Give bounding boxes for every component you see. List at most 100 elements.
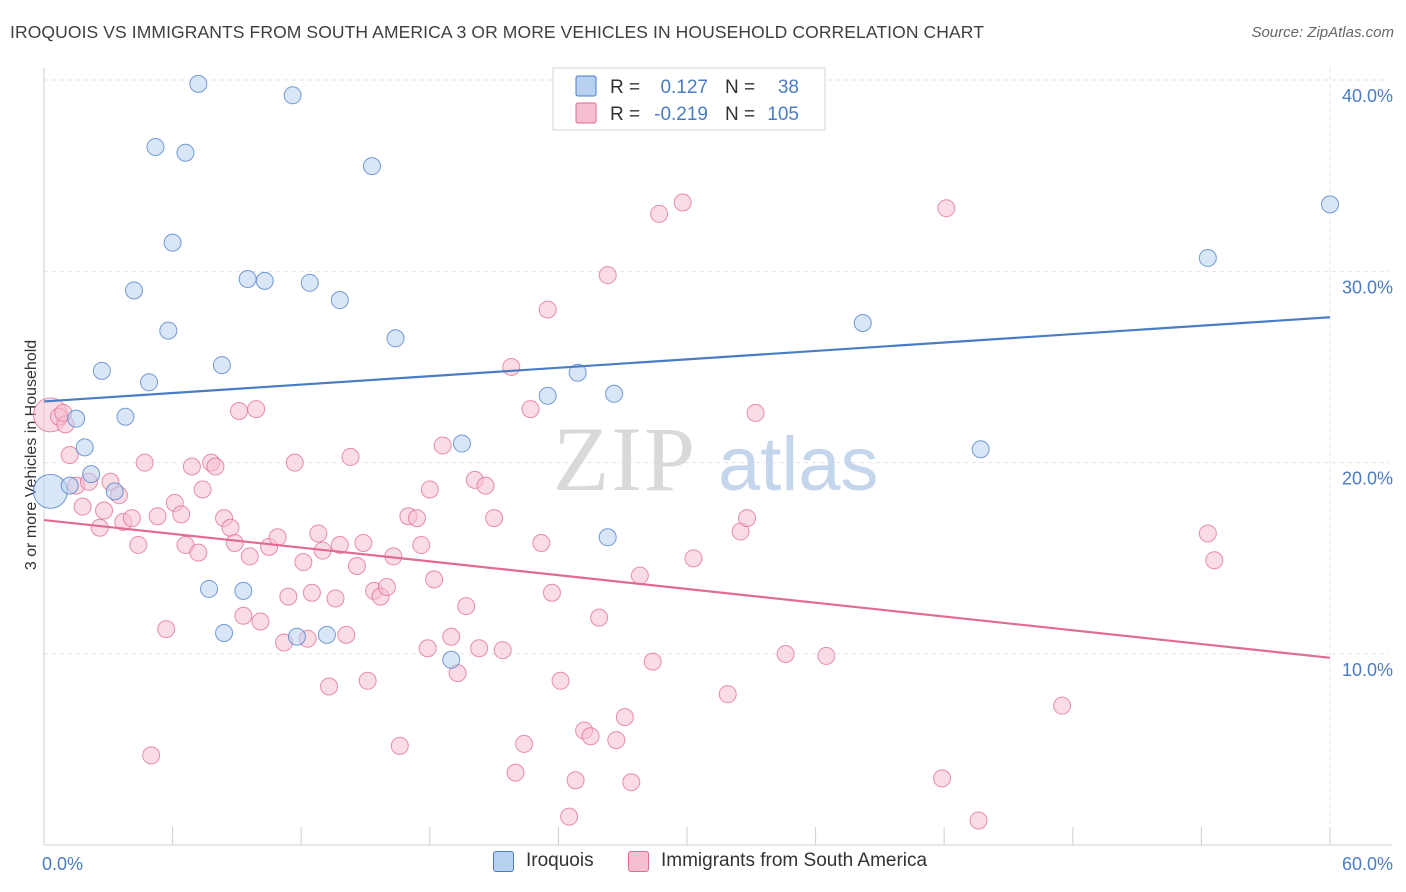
source-credit: Source: ZipAtlas.com [1251, 24, 1394, 41]
immigrants-point [390, 736, 409, 755]
y-tick-label: 10.0% [1342, 660, 1393, 680]
immigrants-point [937, 199, 956, 218]
immigrants-point [337, 625, 356, 644]
immigrants-point [206, 457, 225, 476]
legend-r-label-immigrants: R = [610, 104, 640, 125]
y-tick-label: 30.0% [1342, 277, 1393, 297]
y-tick-label: 20.0% [1342, 469, 1393, 489]
immigrants-point [476, 476, 495, 495]
legend-r-label-iroquois: R = [610, 77, 640, 98]
watermark: ZIP atlas [553, 408, 879, 510]
immigrants-point [330, 535, 349, 554]
immigrants-point [457, 597, 476, 616]
legend-swatch-iroquois-bottom [493, 850, 514, 872]
iroquois-point [125, 281, 144, 300]
immigrants-point [673, 193, 692, 212]
immigrants-point [193, 480, 212, 499]
immigrants-point [643, 652, 662, 671]
immigrants-trend-line [43, 518, 1331, 659]
trend-lines [43, 316, 1331, 659]
iroquois-point [32, 473, 68, 509]
immigrants-point [377, 578, 396, 597]
legend-r-value-iroquois: 0.127 [660, 77, 708, 98]
immigrants-point [521, 400, 540, 419]
immigrants-point [234, 606, 253, 625]
iroquois-point [67, 409, 86, 428]
iroquois-trend-line [43, 316, 1331, 403]
iroquois-point [82, 465, 101, 484]
legend-swatch-iroquois [575, 75, 597, 97]
immigrants-point [320, 677, 339, 696]
immigrants-point [122, 509, 141, 528]
immigrants-point [425, 570, 444, 589]
immigrants-point [566, 771, 585, 790]
iroquois-point [176, 143, 195, 162]
legend-swatch-immigrants [575, 102, 597, 124]
watermark-zip: ZIP [553, 408, 697, 510]
iroquois-point [386, 329, 405, 348]
iroquois-point [105, 482, 124, 501]
iroquois-point [140, 373, 159, 392]
immigrants-point [542, 583, 561, 602]
iroquois-point [146, 137, 165, 156]
immigrants-point [251, 612, 270, 631]
iroquois-point [317, 625, 336, 644]
immigrants-point [279, 587, 298, 606]
series-iroquois-points [32, 74, 1339, 669]
iroquois-point [1321, 195, 1339, 214]
immigrants-point [470, 639, 489, 658]
legend-r-value-immigrants: -0.219 [654, 104, 708, 125]
immigrants-point [433, 436, 452, 455]
iroquois-point [75, 438, 94, 457]
series-immigrants-points [32, 193, 1224, 830]
legend-item-immigrants: Immigrants from South America [628, 850, 927, 872]
immigrants-point [95, 501, 114, 520]
immigrants-point [718, 685, 737, 704]
immigrants-point [358, 671, 377, 690]
immigrants-point [285, 453, 304, 472]
immigrants-point [538, 300, 557, 319]
immigrants-point [1198, 524, 1217, 543]
x-tick-label: 60.0% [1342, 854, 1393, 874]
immigrants-point [515, 734, 534, 753]
immigrants-point [60, 446, 79, 465]
immigrants-point [172, 505, 191, 524]
immigrants-point [354, 534, 373, 553]
immigrants-point [407, 509, 426, 528]
immigrants-point [225, 534, 244, 553]
immigrants-point [268, 528, 287, 547]
immigrants-point [746, 403, 765, 422]
immigrants-point [650, 204, 669, 223]
immigrants-point [189, 543, 208, 562]
iroquois-point [330, 291, 349, 310]
immigrants-point [502, 358, 521, 376]
legend-label-iroquois: Iroquois [526, 850, 594, 871]
immigrants-point [551, 671, 570, 690]
immigrants-point [560, 807, 579, 826]
immigrants-point [309, 524, 328, 543]
immigrants-point [142, 746, 161, 765]
immigrants-point [493, 641, 512, 660]
legend-n-label-iroquois: N = [725, 77, 755, 98]
y-tick-label: 40.0% [1342, 86, 1393, 106]
iroquois-point [283, 86, 302, 105]
immigrants-point [581, 727, 600, 746]
immigrants-point [247, 400, 266, 419]
iroquois-point [1198, 248, 1217, 267]
immigrants-point [598, 266, 617, 285]
immigrants-point [157, 620, 176, 639]
iroquois-point [255, 271, 274, 290]
immigrants-point [135, 453, 154, 472]
tick-labels: 10.0% 20.0% 30.0% 40.0% 0.0% 60.0% [42, 86, 1393, 874]
iroquois-point [598, 528, 617, 547]
immigrants-point [607, 731, 626, 750]
legend-n-value-iroquois: 38 [778, 77, 799, 98]
immigrants-point [442, 627, 461, 646]
immigrants-point [294, 553, 313, 572]
chart-title: IROQUOIS VS IMMIGRANTS FROM SOUTH AMERIC… [10, 22, 984, 42]
legend-n-label-immigrants: N = [725, 104, 755, 125]
x-tick-label: 0.0% [42, 854, 83, 874]
legend-n-value-immigrants: 105 [767, 104, 799, 125]
immigrants-point [302, 583, 321, 602]
